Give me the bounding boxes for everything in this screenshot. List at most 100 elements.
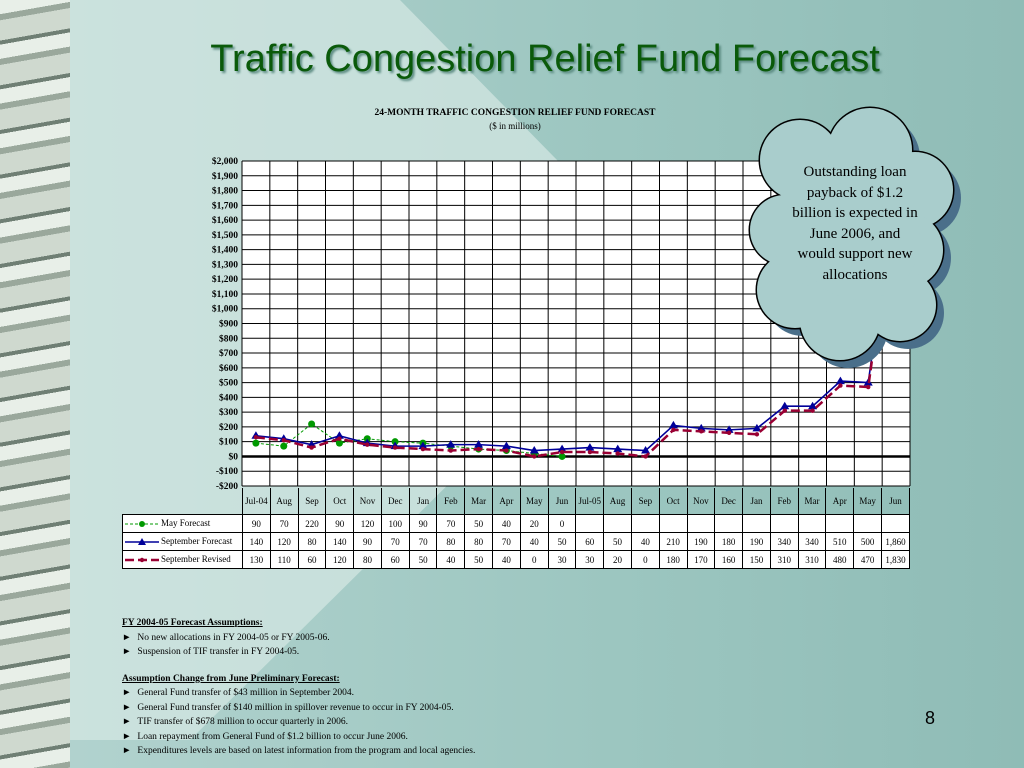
series-line [255, 423, 563, 457]
y-tick-label: $500 [219, 378, 238, 389]
legend-entry: May Forecast [122, 514, 243, 533]
value-cell: 0 [547, 514, 577, 533]
y-tick-label: $800 [219, 333, 238, 344]
series-line [255, 181, 897, 452]
x-tick-label: Jul-05 [578, 495, 602, 506]
y-tick-label: $1,200 [212, 274, 238, 285]
category-cell: May [853, 488, 882, 515]
value-cell: 80 [464, 532, 494, 551]
value-cell: 150 [742, 550, 771, 569]
value-cell [575, 514, 605, 533]
money-image [0, 0, 70, 768]
x-tick-label: Aug [609, 495, 626, 506]
y-tick-label: $1,500 [212, 230, 238, 241]
legend-label: September Forecast [161, 536, 233, 547]
note-text: General Fund transfer of $140 million in… [137, 702, 454, 713]
x-tick-label: Dec [388, 495, 403, 506]
marker [418, 441, 428, 450]
value-cell [853, 514, 882, 533]
category-cell: Apr [492, 488, 521, 515]
value-cell: 30 [547, 550, 577, 569]
slide-title: Traffic Congestion Relief Fund Forecast [210, 38, 880, 80]
x-tick-label: Oct [333, 495, 347, 506]
legend-marker [139, 557, 145, 563]
marker [782, 408, 787, 413]
value-cell: 510 [825, 532, 855, 551]
value-cell: 20 [519, 514, 549, 533]
value-cell: 50 [464, 514, 494, 533]
marker [281, 438, 286, 443]
note-item: ► General Fund transfer of $140 million i… [122, 701, 475, 716]
category-cell: Apr [825, 488, 855, 515]
value-cell: 140 [325, 532, 355, 551]
category-cell: Mar [797, 488, 827, 515]
value-cell: 120 [269, 532, 299, 551]
marker [558, 452, 566, 460]
value-cell: 40 [492, 514, 521, 533]
x-tick-label: Feb [777, 495, 791, 506]
y-tick-label: $700 [219, 348, 238, 359]
value-cell: 40 [519, 532, 549, 551]
value-cell [797, 514, 827, 533]
x-tick-label: Mar [471, 495, 487, 506]
value-cell: 70 [269, 514, 299, 533]
marker [557, 444, 567, 453]
marker [559, 449, 565, 455]
series-line [255, 185, 898, 458]
bullet: ► [122, 731, 132, 742]
marker [754, 432, 760, 437]
marker [392, 445, 398, 450]
value-cell: 210 [658, 532, 688, 551]
value-cell: 50 [408, 550, 438, 569]
y-tick-label: $900 [219, 319, 238, 330]
value-cell [825, 514, 855, 533]
x-tick-label: Apr [832, 495, 847, 506]
marker [671, 427, 676, 433]
marker [253, 435, 259, 440]
value-cell: 100 [380, 514, 410, 533]
chart-title: 24-MONTH TRAFFIC CONGESTION RELIEF FUND … [374, 108, 656, 118]
y-tick-label: $200 [219, 422, 238, 433]
value-cell: 190 [742, 532, 771, 551]
note-item: ► Loan repayment from General Fund of $1.… [122, 730, 475, 745]
value-cell: 70 [436, 514, 466, 533]
data-row: May Forecast 90 70 220 90 120 100 90 70 50 40 20 0 [122, 514, 911, 533]
value-cell: 1,860 [880, 532, 911, 551]
y-tick-label: $1,400 [212, 245, 238, 256]
category-cell: Sep [630, 488, 660, 515]
marker [808, 401, 818, 410]
value-cell: 80 [353, 550, 382, 569]
category-cell: Jun [547, 488, 577, 515]
value-cell: 310 [769, 550, 799, 569]
x-tick-label: Aug [276, 495, 292, 506]
category-cell: Feb [769, 488, 799, 515]
category-cell: Oct [325, 488, 355, 515]
note-text: TIF transfer of $678 million to occur qu… [137, 717, 348, 727]
note-heading: FY 2004-05 Forecast Assumptions: [122, 618, 263, 628]
marker [448, 448, 453, 453]
callout-cloud [748, 106, 961, 368]
y-tick-label: $400 [219, 392, 238, 403]
x-tick-label: Jun [555, 495, 569, 506]
legend-label: May Forecast [161, 518, 211, 529]
value-cell: 70 [492, 532, 521, 551]
value-cell: 0 [519, 550, 549, 569]
x-tick-label: Jan [417, 495, 430, 506]
y-tick-label: $0 [229, 451, 239, 462]
page-number: 8 [925, 708, 936, 728]
y-tick-label: $1,700 [212, 200, 238, 211]
marker [752, 423, 762, 432]
category-cell: Jul-05 [575, 488, 605, 515]
value-cell: 40 [630, 532, 660, 551]
x-tick-label: Dec [721, 495, 736, 506]
note-text: No new allocations in FY 2004-05 or FY 2… [137, 632, 330, 643]
note-item: ► Expenditures levels are based on latest… [122, 744, 475, 759]
value-cell: 80 [297, 532, 327, 551]
marker [476, 446, 481, 452]
category-cell: Aug [603, 488, 632, 515]
marker [365, 442, 370, 447]
marker [335, 439, 343, 447]
value-cell: 120 [353, 514, 382, 533]
value-cell: 130 [242, 550, 271, 569]
